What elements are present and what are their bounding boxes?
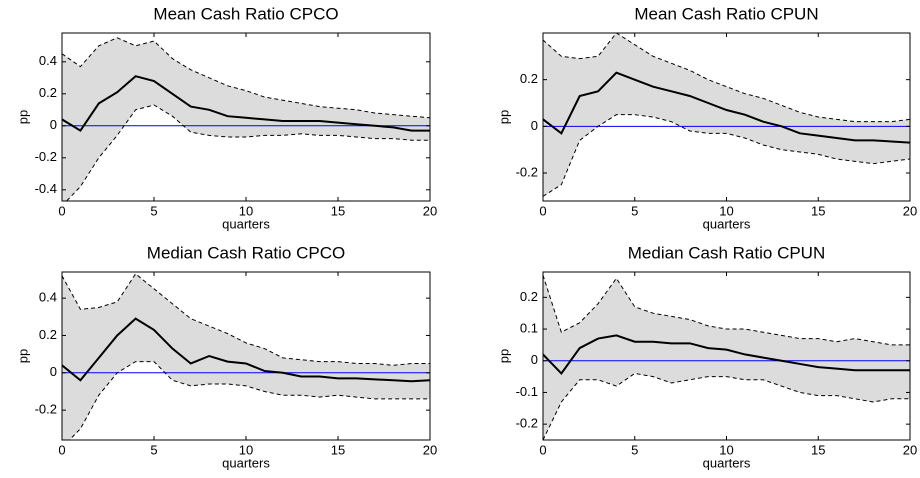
- x-tick-label: 10: [719, 203, 733, 218]
- x-axis-label: quarters: [703, 216, 751, 231]
- y-tick-label: 0.4: [39, 53, 57, 68]
- y-tick-label: -0.1: [516, 384, 538, 399]
- confidence-band: [543, 33, 910, 197]
- y-axis-label: pp: [496, 110, 511, 124]
- chart-title: Median Cash Ratio CPUN: [628, 243, 825, 262]
- y-tick-label: 0.4: [39, 290, 57, 305]
- y-tick-label: -0.2: [35, 402, 57, 417]
- panel: 0 5 10 15 20 -0.2 0 0.2 0.4 Median Cash Ratio CPC…: [15, 243, 437, 470]
- y-tick-label: 0.2: [520, 289, 538, 304]
- panel: 0 5 10 15 20 -0.4 -0.2 0 0.2 0.4 Mean Cash Ratio C…: [15, 4, 437, 231]
- x-tick-label: 0: [58, 203, 65, 218]
- x-tick-label: 15: [331, 203, 345, 218]
- x-tick-label: 15: [331, 442, 345, 457]
- y-axis-label: pp: [15, 110, 30, 124]
- x-tick-label: 5: [150, 203, 157, 218]
- y-tick-label: 0: [531, 118, 538, 133]
- upper-bound: [543, 275, 910, 346]
- y-axis-label: pp: [496, 349, 511, 363]
- y-axis-label: pp: [15, 349, 30, 363]
- x-tick-label: 10: [239, 442, 253, 457]
- confidence-band: [62, 37, 430, 201]
- x-axis-label: quarters: [703, 455, 751, 470]
- upper-bound: [62, 273, 430, 366]
- lower-bound: [68, 361, 430, 440]
- y-tick-label: 0.2: [39, 327, 57, 342]
- plot-area: [62, 273, 430, 440]
- chart-title: Mean Cash Ratio CPCO: [153, 4, 338, 23]
- plot-area: [62, 37, 430, 201]
- x-tick-label: 0: [58, 442, 65, 457]
- x-tick-label: 20: [903, 203, 917, 218]
- x-tick-label: 5: [631, 442, 638, 457]
- x-tick-label: 15: [811, 442, 825, 457]
- x-tick-label: 10: [239, 203, 253, 218]
- plot-area: [543, 275, 910, 440]
- panel: 0 5 10 15 20 -0.2 -0.1 0 0.1 0.2 Median Cash Ratio…: [496, 243, 917, 470]
- x-tick-label: 15: [811, 203, 825, 218]
- x-axis-label: quarters: [222, 216, 270, 231]
- y-tick-label: -0.2: [516, 416, 538, 431]
- chart-title: Median Cash Ratio CPCO: [147, 243, 345, 262]
- upper-bound: [543, 33, 910, 123]
- y-tick-label: -0.2: [35, 149, 57, 164]
- x-tick-label: 0: [539, 442, 546, 457]
- response-line: [543, 71, 910, 144]
- y-tick-label: 0: [531, 352, 538, 367]
- x-tick-label: 5: [150, 442, 157, 457]
- chart-title: Mean Cash Ratio CPUN: [634, 4, 818, 23]
- confidence-band: [543, 275, 910, 440]
- y-tick-label: 0: [50, 117, 57, 132]
- y-tick-label: 0: [50, 364, 57, 379]
- confidence-band: [62, 273, 430, 440]
- x-tick-label: 20: [423, 203, 437, 218]
- response-line: [62, 317, 430, 383]
- lower-bound: [543, 372, 910, 440]
- lower-bound: [543, 114, 910, 197]
- x-axis-label: quarters: [222, 455, 270, 470]
- x-tick-label: 20: [423, 442, 437, 457]
- x-tick-label: 0: [539, 203, 546, 218]
- lower-bound: [65, 104, 430, 201]
- response-line: [62, 75, 430, 132]
- y-tick-label: 0.2: [520, 71, 538, 86]
- x-tick-label: 5: [631, 203, 638, 218]
- x-tick-label: 10: [719, 442, 733, 457]
- y-tick-label: -0.2: [516, 164, 538, 179]
- response-line: [543, 334, 910, 375]
- panel: 0 5 10 15 20 -0.2 0 0.2 Mean Cash Ratio CPUN quar…: [496, 4, 917, 231]
- plot-area: [543, 33, 910, 197]
- y-tick-label: -0.4: [35, 181, 57, 196]
- x-tick-label: 20: [903, 442, 917, 457]
- y-tick-label: 0.2: [39, 85, 57, 100]
- y-tick-label: 0.1: [520, 320, 538, 335]
